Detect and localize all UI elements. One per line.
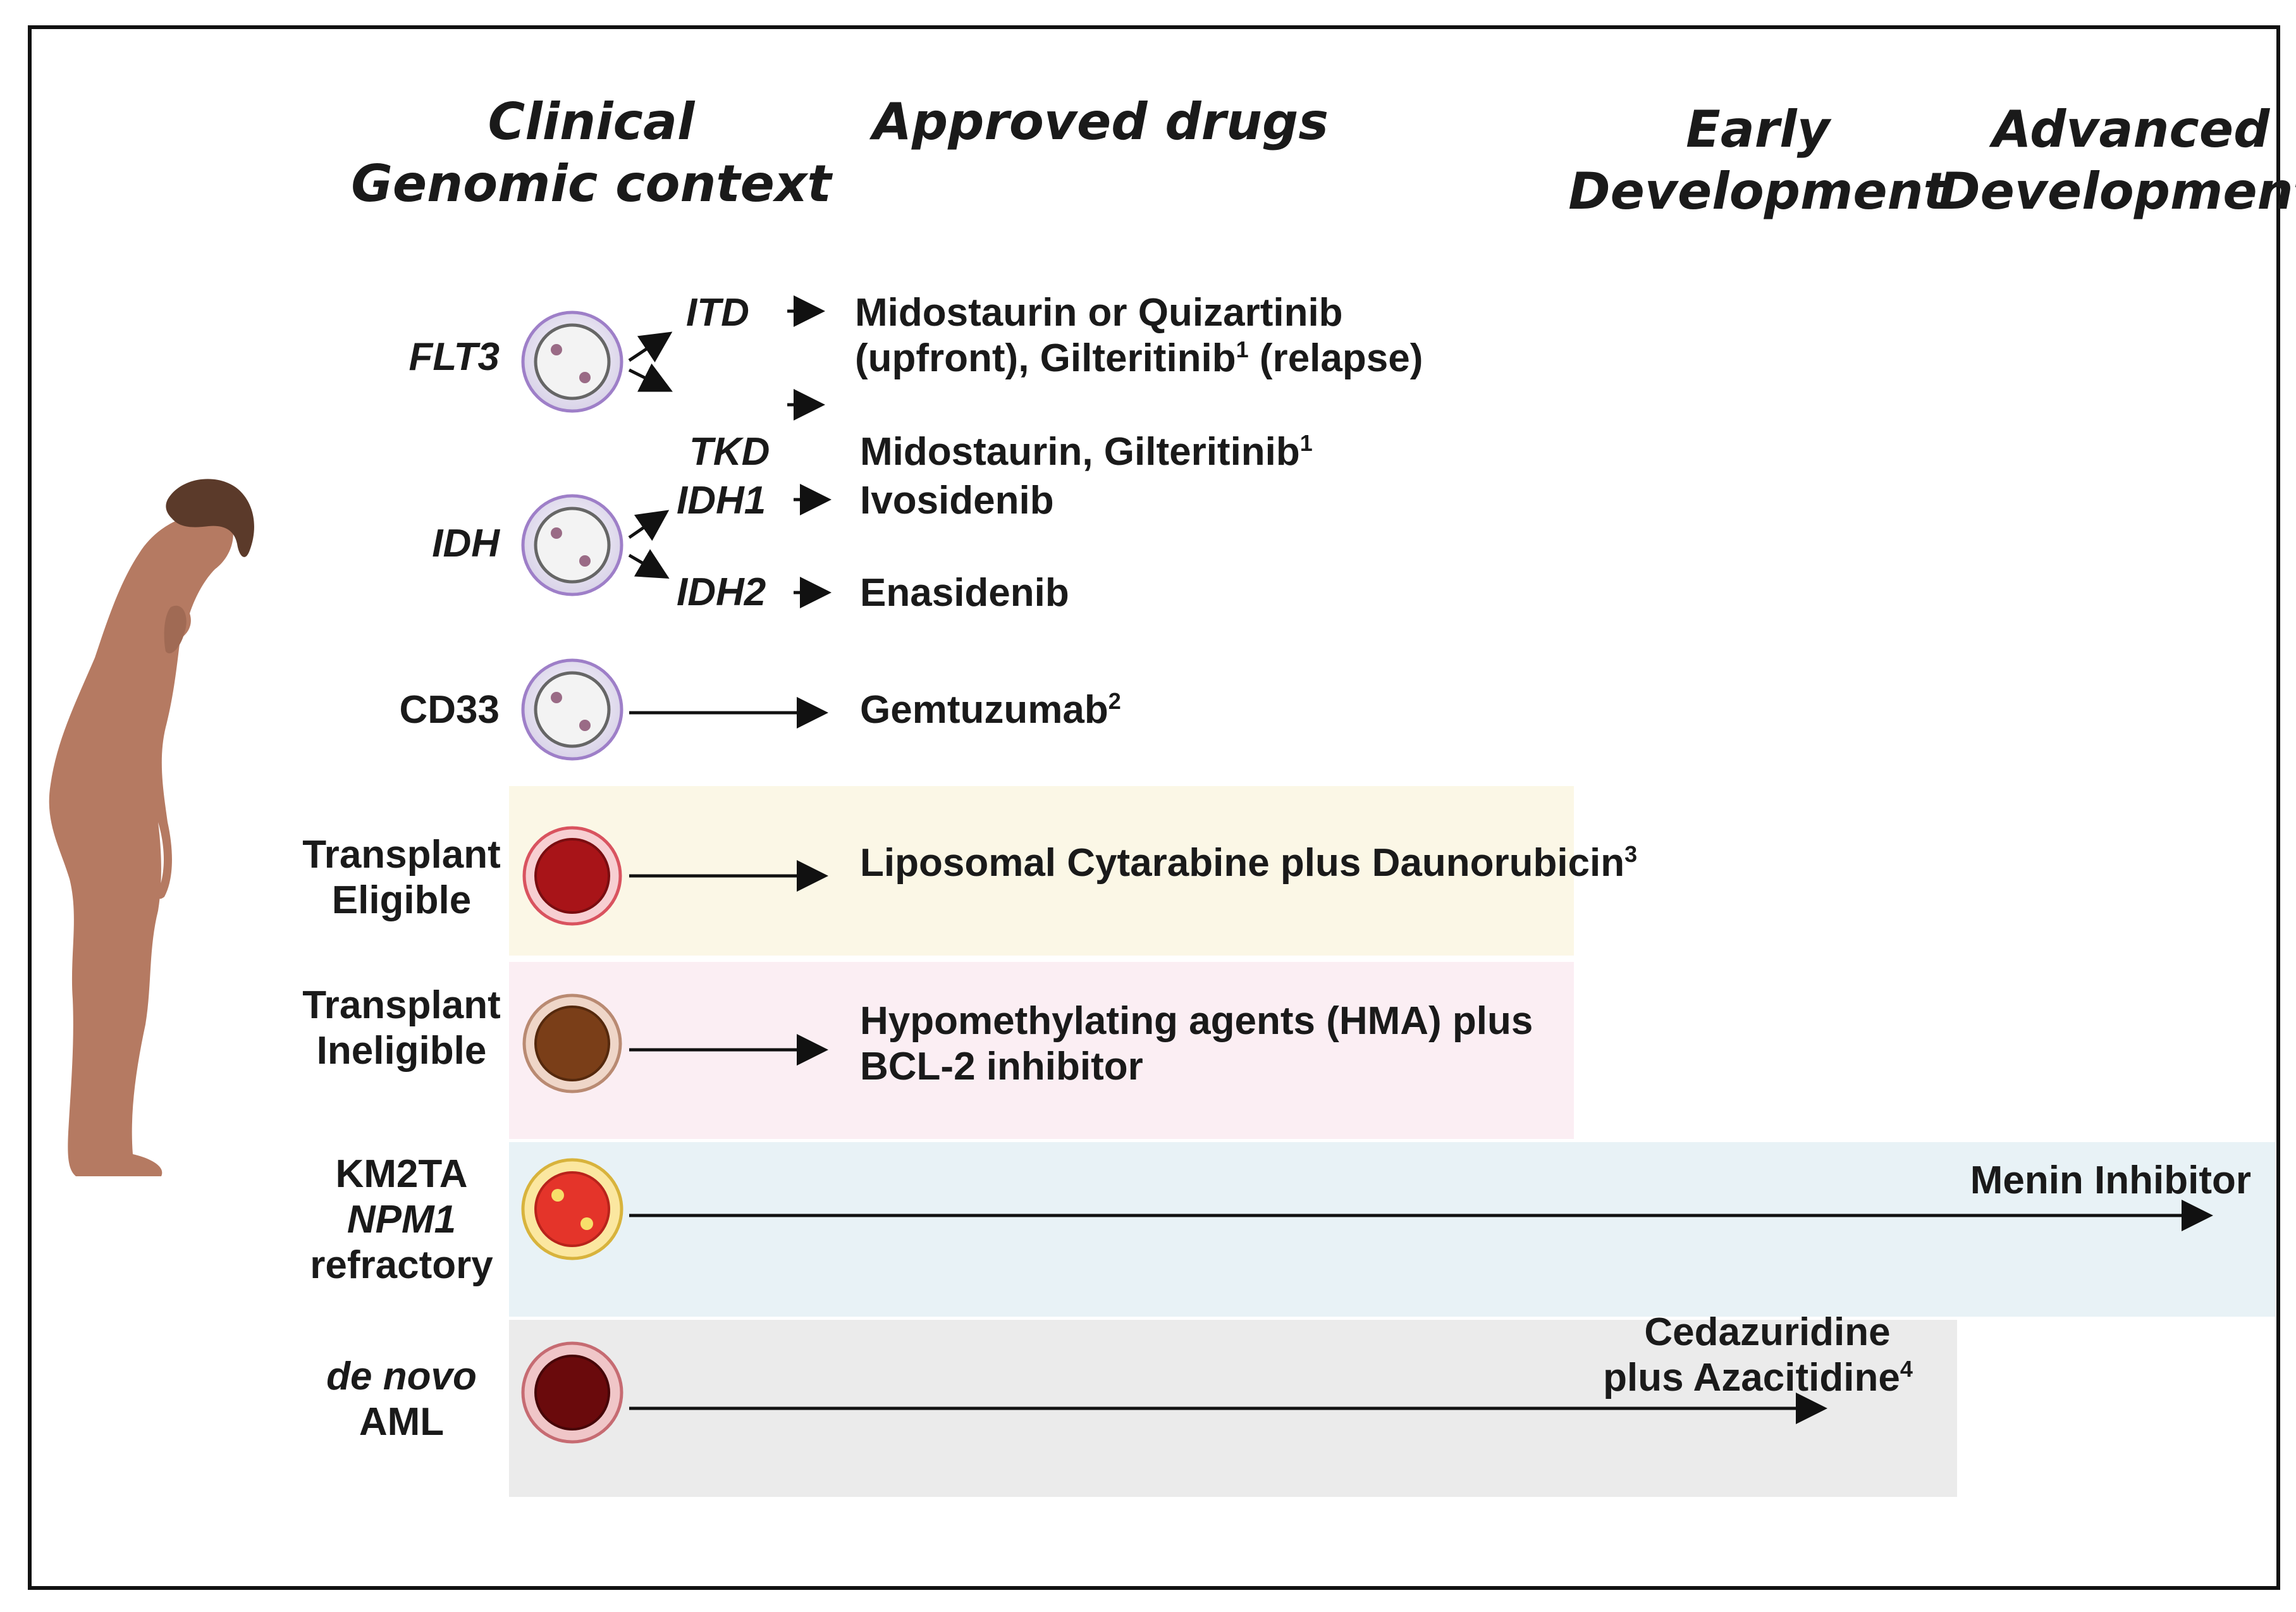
arrow-idh-idh1 bbox=[628, 510, 670, 541]
header-advanced: Advanced bbox=[1989, 100, 2270, 159]
cell-cd33-icon bbox=[521, 658, 623, 761]
header-early: Early bbox=[1686, 100, 1832, 159]
drug-menin-inhibitor: Menin Inhibitor bbox=[1970, 1159, 2251, 1202]
cell-transplant-eligible-icon bbox=[522, 826, 622, 926]
arrow-flt3-itd bbox=[628, 331, 673, 362]
label-transplant-ineligible-2: Ineligible bbox=[317, 1029, 487, 1073]
label-idh: IDH bbox=[432, 522, 500, 565]
cell-de-novo-icon bbox=[521, 1341, 623, 1444]
drug-itd-line1: Midostaurin or Quizartinib bbox=[855, 291, 1343, 335]
drug-itd-line2: (upfront), Gilteritinib1 (relapse) bbox=[855, 336, 1423, 380]
drug-tkd: Midostaurin, Gilteritinib1 bbox=[860, 430, 1313, 474]
label-de-novo: de novo bbox=[326, 1355, 477, 1398]
label-idh1: IDH1 bbox=[677, 479, 766, 522]
label-idh2: IDH2 bbox=[677, 570, 766, 614]
label-itd: ITD bbox=[686, 291, 749, 335]
label-npm1: NPM1 bbox=[347, 1198, 456, 1241]
label-transplant-ineligible-1: Transplant bbox=[302, 983, 501, 1027]
label-flt3: FLT3 bbox=[409, 335, 500, 379]
drug-cedazuridine-line2: plus Azacitidine4 bbox=[1603, 1356, 1913, 1400]
header-approved-drugs: Approved drugs bbox=[869, 92, 1329, 151]
drug-cedazuridine-line1: Cedazuridine bbox=[1644, 1310, 1890, 1354]
label-transplant-eligible-2: Eligible bbox=[332, 878, 471, 922]
label-tkd: TKD bbox=[689, 430, 770, 474]
band-transplant-eligible bbox=[509, 786, 1574, 956]
header-clinical: Clinical bbox=[488, 92, 696, 151]
label-transplant-eligible-1: Transplant bbox=[302, 833, 501, 877]
header-early-development: Development bbox=[1568, 162, 1949, 221]
cell-km2ta-icon bbox=[521, 1158, 623, 1260]
drug-liposomal-cytarabine: Liposomal Cytarabine plus Daunorubicin3 bbox=[860, 841, 1637, 885]
band-km2ta bbox=[509, 1142, 2276, 1317]
drug-hma-line1: Hypomethylating agents (HMA) plus bbox=[860, 999, 1533, 1043]
header-advanced-development: Development bbox=[1938, 162, 2296, 221]
drug-gemtuzumab: Gemtuzumab2 bbox=[860, 688, 1121, 732]
patient-figure-icon bbox=[49, 479, 254, 1177]
cell-transplant-ineligible-icon bbox=[522, 994, 622, 1093]
figure-frame bbox=[28, 25, 2280, 1590]
label-km2ta: KM2TA bbox=[336, 1152, 468, 1196]
cell-flt3-icon bbox=[521, 311, 623, 413]
header-genomic-context: Genomic context bbox=[351, 154, 833, 213]
drug-hma-line2: BCL-2 inhibitor bbox=[860, 1045, 1143, 1088]
cell-idh-icon bbox=[521, 494, 623, 596]
label-aml: AML bbox=[359, 1400, 444, 1444]
label-refractory: refractory bbox=[310, 1243, 493, 1287]
drug-ivosidenib: Ivosidenib bbox=[860, 479, 1054, 522]
arrow-flt3-tkd bbox=[628, 363, 673, 392]
drug-enasidenib: Enasidenib bbox=[860, 571, 1069, 615]
label-cd33: CD33 bbox=[399, 688, 500, 732]
arrow-idh-idh2 bbox=[628, 549, 670, 579]
